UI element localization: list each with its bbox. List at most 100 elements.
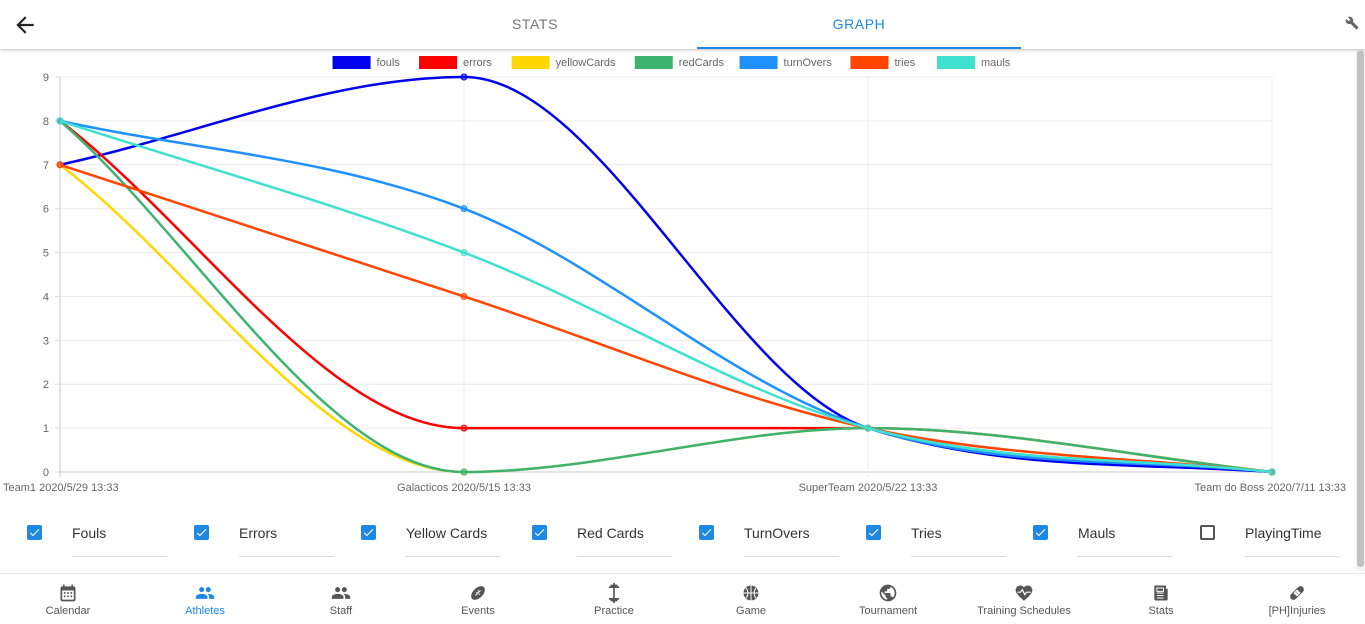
data-point-tries[interactable]: [56, 161, 64, 169]
tab-graph-label: GRAPH: [832, 15, 886, 32]
underline: [744, 556, 839, 557]
series-line-tries: [59, 163, 1273, 474]
series-line-mauls: [59, 119, 1273, 474]
legend-label-yellowCards[interactable]: yellowCards: [556, 57, 616, 69]
tries-label: Tries: [911, 525, 942, 541]
legend-label-errors[interactable]: errors: [463, 57, 492, 69]
y-tick-label: 1: [43, 423, 49, 435]
filter-turnovers[interactable]: TurnOvers: [672, 512, 839, 557]
errors-checkbox[interactable]: [194, 525, 209, 540]
nav-stats-label: Stats: [1148, 605, 1174, 617]
red-cards-label: Red Cards: [577, 525, 644, 541]
back-arrow-icon[interactable]: [12, 12, 38, 38]
ball-icon: [743, 585, 759, 601]
nav-training-schedules[interactable]: Training Schedules: [956, 574, 1092, 624]
legend-swatch-tries[interactable]: [850, 56, 889, 69]
errors-label: Errors: [239, 525, 278, 541]
nav-practice[interactable]: Practice: [546, 574, 682, 624]
chart-svg: 0 1 2 3 4 5 6 7 8 9 Team1 2020/5/29 13:33 Galactico…: [3, 56, 1346, 494]
turnovers-checkbox[interactable]: [699, 525, 714, 540]
football-icon: [471, 586, 485, 600]
nav-stats[interactable]: Stats: [1093, 574, 1229, 624]
red-cards-checkbox[interactable]: [532, 525, 547, 540]
nav-game[interactable]: Game: [683, 574, 819, 624]
legend-label-mauls[interactable]: mauls: [981, 57, 1011, 69]
data-point-mauls[interactable]: [864, 424, 872, 432]
y-tick-label: 3: [43, 335, 49, 347]
data-point-tries[interactable]: [460, 292, 468, 300]
x-tick-label: Galacticos 2020/5/15 13:33: [397, 482, 531, 494]
legend-swatch-redCards[interactable]: [634, 56, 673, 69]
filter-mauls[interactable]: Mauls: [1006, 512, 1173, 557]
legend-label-redCards[interactable]: redCards: [679, 57, 725, 69]
tab-graph[interactable]: GRAPH: [697, 0, 1021, 49]
heart-pulse-icon: [1015, 585, 1033, 601]
y-tick-label: 9: [43, 72, 49, 84]
scrollbar-thumb[interactable]: [1357, 51, 1364, 567]
nav-events-label: Events: [461, 605, 495, 617]
dumbbell-icon: [608, 583, 620, 603]
legend-swatch-mauls[interactable]: [936, 56, 975, 69]
nav-tournament[interactable]: Tournament: [820, 574, 956, 624]
filter-red-cards[interactable]: Red Cards: [505, 512, 672, 557]
legend-swatch-yellowCards[interactable]: [511, 56, 550, 69]
scrollbar[interactable]: [1356, 49, 1365, 571]
nav-calendar[interactable]: Calendar: [0, 574, 136, 624]
data-point-errors[interactable]: [460, 424, 468, 432]
data-point-turnOvers[interactable]: [460, 205, 468, 213]
underline: [1245, 556, 1340, 557]
tab-stats-label: STATS: [511, 16, 559, 32]
yellow-cards-label: Yellow Cards: [406, 525, 488, 541]
yellow-cards-checkbox[interactable]: [361, 525, 376, 540]
filter-playing-time[interactable]: PlayingTime: [1173, 512, 1340, 557]
filter-fouls[interactable]: Fouls: [0, 512, 167, 557]
legend-swatch-turnOvers[interactable]: [739, 56, 778, 69]
nav-calendar-label: Calendar: [45, 605, 91, 617]
fouls-label: Fouls: [72, 525, 107, 541]
filter-yellow-cards[interactable]: Yellow Cards: [334, 512, 501, 557]
data-point-mauls[interactable]: [56, 117, 64, 125]
y-tick-label: 2: [43, 379, 49, 391]
mauls-label: Mauls: [1078, 525, 1116, 541]
y-tick-label: 4: [43, 291, 49, 303]
underline: [577, 556, 672, 557]
nav-athletes-label: Athletes: [185, 605, 225, 617]
series-line-redCards: [59, 119, 1273, 474]
legend-swatch-fouls[interactable]: [332, 56, 371, 69]
playing-time-checkbox[interactable]: [1200, 525, 1215, 540]
nav-athletes[interactable]: Athletes: [137, 574, 273, 624]
tab-stats[interactable]: STATS: [373, 0, 697, 48]
series-line-turnOvers: [59, 119, 1273, 474]
data-point-mauls[interactable]: [1268, 468, 1276, 476]
data-point-redCards[interactable]: [460, 468, 468, 476]
x-tick-label: SuperTeam 2020/5/22 13:33: [799, 482, 938, 494]
people-icon: [195, 587, 215, 599]
x-tick-label: Team do Boss 2020/7/11 13:33: [1195, 482, 1346, 494]
legend-swatch-errors[interactable]: [419, 56, 458, 69]
nav-game-label: Game: [736, 605, 766, 617]
filter-errors[interactable]: Errors: [167, 512, 334, 557]
wrench-icon[interactable]: [1345, 16, 1359, 30]
underline: [72, 556, 167, 557]
nav-training-schedules-label: Training Schedules: [977, 605, 1071, 617]
tries-checkbox[interactable]: [866, 525, 881, 540]
globe-icon: [879, 584, 897, 602]
filter-tries[interactable]: Tries: [839, 512, 1006, 557]
data-point-mauls[interactable]: [460, 249, 468, 257]
fouls-checkbox[interactable]: [27, 525, 42, 540]
y-tick-label: 7: [43, 160, 49, 172]
legend-label-tries[interactable]: tries: [894, 57, 915, 69]
legend-label-fouls[interactable]: fouls: [377, 57, 401, 69]
nav-staff[interactable]: Staff: [273, 574, 409, 624]
nav-events[interactable]: Events: [410, 574, 546, 624]
underline: [911, 556, 1006, 557]
staff-icon: [331, 587, 351, 599]
playing-time-label: PlayingTime: [1245, 525, 1322, 541]
data-point-fouls[interactable]: [460, 73, 468, 81]
nav-injuries[interactable]: [PH]Injuries: [1229, 574, 1365, 624]
newspaper-icon: [1154, 585, 1168, 601]
underline: [406, 556, 501, 557]
chart-legend[interactable]: fouls errors yellowCards redCards turnOvers t…: [332, 56, 1011, 69]
legend-label-turnOvers[interactable]: turnOvers: [784, 57, 833, 69]
mauls-checkbox[interactable]: [1033, 525, 1048, 540]
